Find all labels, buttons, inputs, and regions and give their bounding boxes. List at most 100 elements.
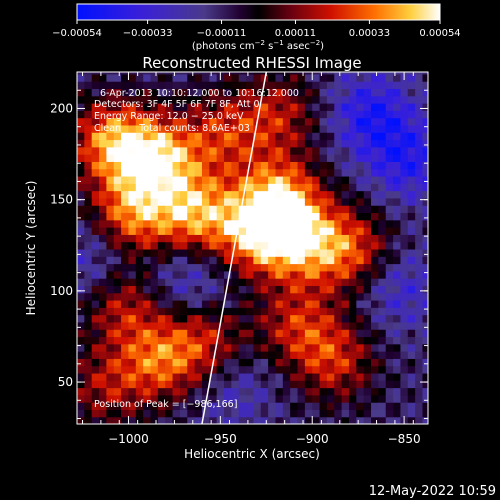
heatmap-cell [356, 307, 365, 316]
heatmap-cell [304, 73, 313, 82]
heatmap-cell [319, 168, 328, 177]
heatmap-cell [143, 197, 152, 206]
heatmap-cell [319, 161, 328, 170]
heatmap-cell [231, 205, 240, 214]
heatmap-cell [385, 110, 394, 119]
heatmap-cell [106, 219, 115, 228]
heatmap-cell [422, 343, 428, 352]
heatmap-cell [312, 380, 321, 389]
heatmap-cell [326, 343, 335, 352]
heatmap-cell [407, 241, 416, 250]
heatmap-cell [113, 72, 122, 75]
heatmap-cell [356, 409, 365, 418]
heatmap-cell [297, 402, 306, 411]
heatmap-cell [415, 343, 424, 352]
heatmap-cell [363, 270, 372, 279]
heatmap-cell [297, 73, 306, 82]
heatmap-cell [297, 72, 306, 75]
heatmap-cell [231, 387, 240, 396]
heatmap-cell [319, 329, 328, 338]
heatmap-cell [106, 380, 115, 389]
heatmap-cell [304, 256, 313, 265]
heatmap-cell [268, 358, 277, 367]
heatmap-cell [326, 278, 335, 286]
heatmap-cell [135, 307, 144, 316]
annotation-detectors: Detectors: 3F 4F 5F 6F 7F 8F, Att 0 [94, 99, 260, 110]
heatmap-cell [260, 124, 269, 133]
heatmap-cell [91, 132, 100, 141]
heatmap-cell [378, 292, 387, 301]
heatmap-cell [187, 292, 196, 301]
heatmap-cell [400, 402, 409, 411]
heatmap-cell [290, 146, 299, 155]
heatmap-cell [282, 124, 291, 133]
heatmap-cell [304, 175, 313, 184]
heatmap-cell [246, 270, 255, 279]
heatmap-cell [113, 387, 122, 396]
heatmap-cell [157, 139, 166, 148]
heatmap-cell [297, 205, 306, 214]
heatmap-cell [363, 219, 372, 228]
heatmap-cell [99, 103, 108, 111]
heatmap-cell [297, 321, 306, 330]
heatmap-cell [91, 358, 100, 367]
heatmap-cell [231, 285, 240, 294]
heatmap-cell [106, 227, 115, 235]
heatmap-cell [253, 183, 262, 192]
heatmap-cell [407, 197, 416, 206]
heatmap-cell [216, 227, 225, 235]
heatmap-cell [106, 168, 115, 177]
heatmap-cell [113, 234, 122, 243]
heatmap-cell [253, 110, 262, 119]
heatmap-cell [415, 234, 424, 243]
heatmap-cell [304, 117, 313, 126]
heatmap-cell [224, 117, 232, 126]
heatmap-cell [275, 205, 284, 214]
heatmap-cell [224, 124, 232, 133]
heatmap-cell [231, 343, 240, 352]
heatmap-cell [371, 95, 379, 104]
heatmap-cell [371, 241, 379, 250]
heatmap-cell [348, 234, 357, 243]
heatmap-cell [400, 183, 409, 192]
heatmap-cell [84, 146, 93, 155]
heatmap-cell [275, 132, 284, 141]
heatmap-cell [216, 285, 225, 294]
heatmap-cell [415, 241, 424, 250]
heatmap-cell [334, 212, 343, 221]
heatmap-cell [253, 73, 262, 82]
heatmap-cell [128, 409, 137, 418]
heatmap-cell [260, 227, 269, 235]
heatmap-cell [121, 95, 130, 104]
heatmap-cell [150, 197, 159, 206]
heatmap-cell [201, 263, 210, 272]
heatmap-cell [407, 299, 416, 308]
heatmap-cell [275, 146, 284, 155]
heatmap-cell [282, 329, 291, 338]
heatmap-cell [238, 394, 247, 403]
heatmap-cell [407, 285, 416, 294]
heatmap-cell [231, 270, 240, 279]
heatmap-cell [165, 72, 174, 75]
heatmap-cell [415, 139, 424, 148]
heatmap-cell [99, 336, 108, 345]
heatmap-cell [400, 380, 409, 389]
heatmap-cell [407, 372, 416, 381]
heatmap-cell [201, 168, 210, 177]
heatmap-cell [150, 402, 159, 411]
heatmap-cell [128, 197, 137, 206]
heatmap-cell [84, 270, 93, 279]
heatmap-cell [99, 394, 108, 403]
heatmap-cell [378, 329, 387, 338]
heatmap-cell [319, 73, 328, 82]
heatmap-cell [150, 146, 159, 155]
heatmap-cell [282, 168, 291, 177]
heatmap-cell [99, 139, 108, 148]
heatmap-cell [407, 402, 416, 411]
heatmap-cell [128, 72, 137, 75]
heatmap-cell [356, 73, 365, 82]
heatmap-cell [407, 394, 416, 403]
heatmap-cell [128, 387, 137, 396]
heatmap-cell [172, 387, 181, 396]
heatmap-cell [216, 117, 225, 126]
